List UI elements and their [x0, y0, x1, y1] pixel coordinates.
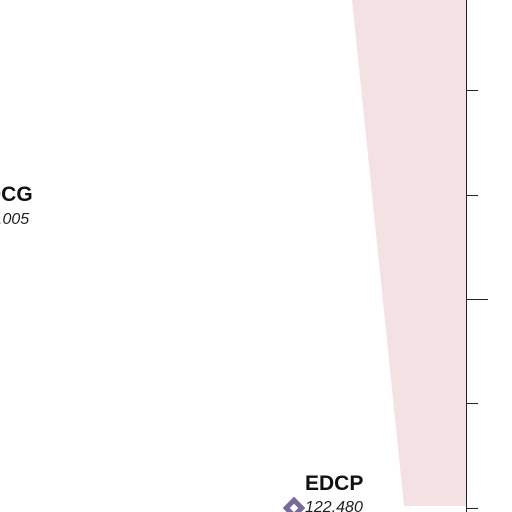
airspace-area	[352, 0, 466, 506]
scale-ticks	[466, 90, 488, 509]
waypoint-ident: EDCP	[305, 472, 363, 495]
waypoint-symbol	[282, 496, 306, 512]
waypoint-frequency: 122.480	[305, 499, 363, 512]
waypoint-ident: DCG	[0, 183, 33, 206]
waypoint-frequency: .005	[0, 211, 29, 228]
